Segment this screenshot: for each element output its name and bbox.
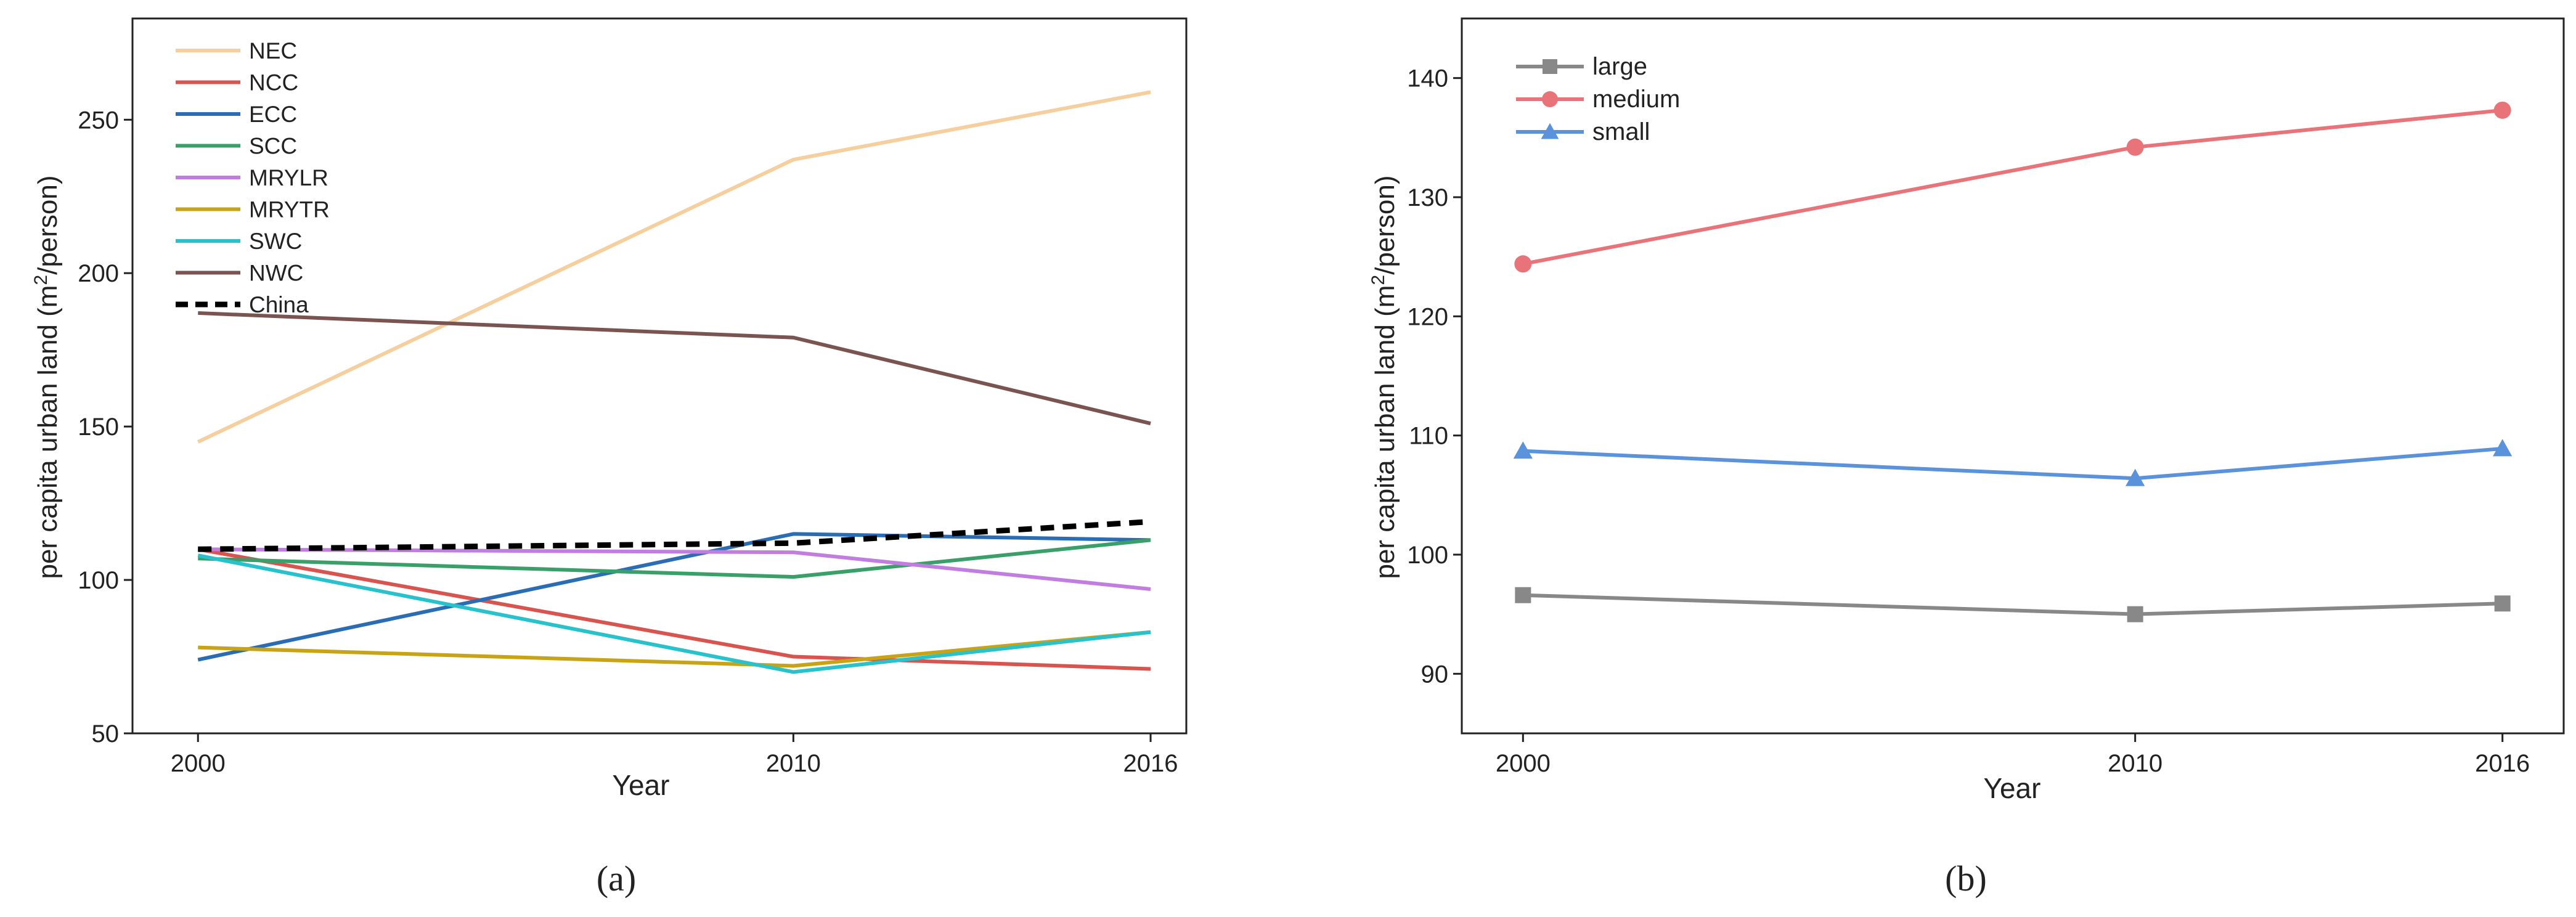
panel-b-x-axis: 2000 2010 2016 [1496,733,2530,777]
panel-b-data-point-large [2494,595,2511,612]
panel-a-series-line-china [198,518,1151,552]
panel-b-y-tick-label: 140 [1407,65,1448,92]
panel-b-legend-label-small: small [1592,118,1650,145]
panel-a-legend-label-mrytr: MRYTR [249,197,330,222]
panel-a-legend: NEC NCC ECC SCC MRYLR MRYTR SWC NWC China [176,38,330,317]
panel-b-y-axis: 90 100 110 120 130 140 [1407,65,1462,688]
panel-a-series-line-scc [198,538,1151,579]
panel-a-series-line-nwc [198,311,1151,426]
panel-a-legend-label-ecc: ECC [249,102,297,127]
panel-b-series-line-small [1523,446,2503,481]
panel-a-legend-label-nec: NEC [249,38,297,63]
panel-b-y-tick-label: 130 [1407,184,1448,211]
panel-b-data-point-small [2126,468,2145,486]
panel-a-label: (a) [597,858,636,899]
panel-a-series-lines [197,90,1151,674]
panel-a-y-tick-label: 250 [78,107,119,134]
panel-a-series-line-nec [197,90,1151,444]
panel-b-data-point-small [1513,441,1533,459]
panel-b-legend: large medium small [1516,53,1680,145]
panel-a-y-axis: 50 100 150 200 250 [78,107,132,748]
panel-a-x-axis-title: Year [613,769,670,801]
panel-a-series-line-ecc [197,532,1151,662]
panel-b-y-tick-label: 90 [1421,661,1449,688]
panel-a-legend-label-scc: SCC [249,134,297,159]
panel-a-x-axis: 2000 2010 2016 [171,733,1178,777]
panel-a-series-line-mrytr [198,630,1151,668]
panel-a-y-tick-label: 100 [78,567,119,594]
panel-b-legend-marker-small [1541,123,1559,139]
panel-a-legend-label-swc: SWC [249,229,302,254]
panel-b-series-line-medium [1522,108,2503,266]
panel-b-plot-frame [1461,17,2565,735]
panel-b-legend-marker-large [1543,59,1557,74]
panel-b-legend-label-large: large [1592,53,1647,80]
panel-a-plot-frame [131,17,1188,735]
panel-a-legend-label-china: China [249,292,309,317]
panel-a-y-tick-label: 50 [92,720,120,748]
panel-a-series-line-swc [197,553,1151,674]
panel-b-series-lines [1513,101,2513,622]
panel-b-y-tick-label: 100 [1407,542,1448,569]
panel-b-legend-marker-medium [1542,91,1558,107]
panel-b-x-tick-label: 2000 [1496,750,1551,777]
panel-a-legend-label-mrylr: MRYLR [249,165,328,190]
panel-a-series-line-mrylr [198,547,1151,591]
panel-b-legend-label-medium: medium [1592,86,1680,113]
panel-a-y-tick-label: 200 [78,260,119,287]
panel-b-data-point-medium [1514,255,1532,273]
panel-b-data-point-small [2493,439,2513,457]
panel-b-y-tick-label: 110 [1409,423,1448,450]
panel-b-chart: 90 100 110 120 130 140 2000 2010 2016 large medi… [1368,17,2565,899]
panel-b-series-line-large [1523,593,2503,616]
panel-a-x-tick-label: 2010 [766,750,821,777]
panel-a-legend-label-ncc: NCC [249,70,298,96]
panel-b-data-point-medium [2126,138,2144,156]
panel-b-x-tick-label: 2016 [2475,750,2530,777]
panel-a-x-tick-label: 2016 [1123,750,1178,777]
panel-a-legend-label-nwc: NWC [249,261,303,286]
panel-b-x-axis-title: Year [1984,772,2041,804]
panel-b-x-tick-label: 2010 [2108,750,2162,777]
panel-b-data-point-medium [2493,101,2511,119]
panel-a-series-line-ncc [197,547,1151,671]
panel-b-y-tick-label: 120 [1407,303,1448,330]
panel-b-data-point-large [2127,606,2143,622]
panel-a-x-tick-label: 2000 [171,750,226,777]
panel-b-data-point-large [1515,587,1531,603]
panel-a-y-axis-title: per capita urban land (m2/person) [31,175,63,579]
panel-b-y-axis-title: per capita urban land (m2/person) [1368,175,1400,579]
panel-a-y-tick-label: 150 [78,414,119,441]
panel-a-chart: 50 100 150 200 250 2000 2010 2016 NEC NCC ECC SCC… [31,17,1188,899]
panel-b-label: (b) [1945,858,1987,899]
